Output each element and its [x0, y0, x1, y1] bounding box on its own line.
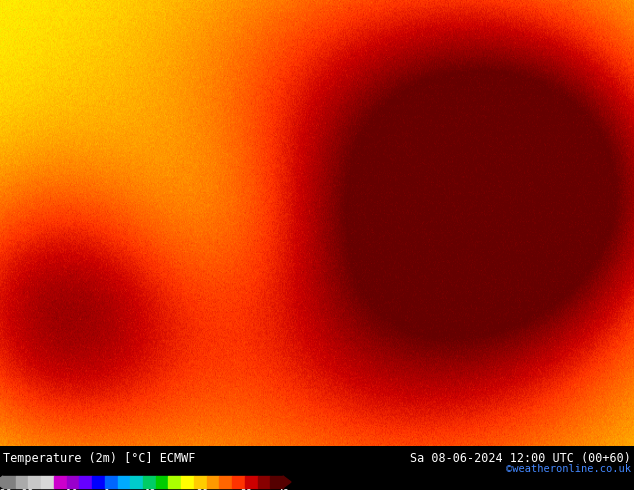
- Text: -28: -28: [0, 489, 12, 490]
- Polygon shape: [283, 476, 291, 488]
- Bar: [156, 476, 169, 488]
- Text: 48: 48: [277, 489, 289, 490]
- Bar: [270, 476, 283, 488]
- Text: -22: -22: [16, 489, 34, 490]
- Text: Temperature (2m) [°C] ECMWF: Temperature (2m) [°C] ECMWF: [3, 452, 195, 465]
- Text: Sa 08-06-2024 12:00 UTC (00+60): Sa 08-06-2024 12:00 UTC (00+60): [410, 452, 631, 465]
- Bar: [67, 476, 79, 488]
- Text: -10: -10: [60, 489, 78, 490]
- Bar: [3, 476, 16, 488]
- Text: ©weatheronline.co.uk: ©weatheronline.co.uk: [506, 464, 631, 474]
- Text: 12: 12: [145, 489, 156, 490]
- Bar: [29, 476, 41, 488]
- Bar: [92, 476, 105, 488]
- Text: 0: 0: [103, 489, 109, 490]
- Text: 26: 26: [196, 489, 208, 490]
- Bar: [54, 476, 67, 488]
- Bar: [143, 476, 156, 488]
- Bar: [117, 476, 130, 488]
- Bar: [232, 476, 245, 488]
- Bar: [79, 476, 92, 488]
- Bar: [257, 476, 270, 488]
- Polygon shape: [0, 476, 3, 488]
- Bar: [181, 476, 194, 488]
- Bar: [219, 476, 232, 488]
- Bar: [105, 476, 117, 488]
- Bar: [194, 476, 207, 488]
- Text: 38: 38: [240, 489, 252, 490]
- Bar: [169, 476, 181, 488]
- Bar: [41, 476, 54, 488]
- Bar: [245, 476, 257, 488]
- Bar: [207, 476, 219, 488]
- Bar: [16, 476, 29, 488]
- Bar: [130, 476, 143, 488]
